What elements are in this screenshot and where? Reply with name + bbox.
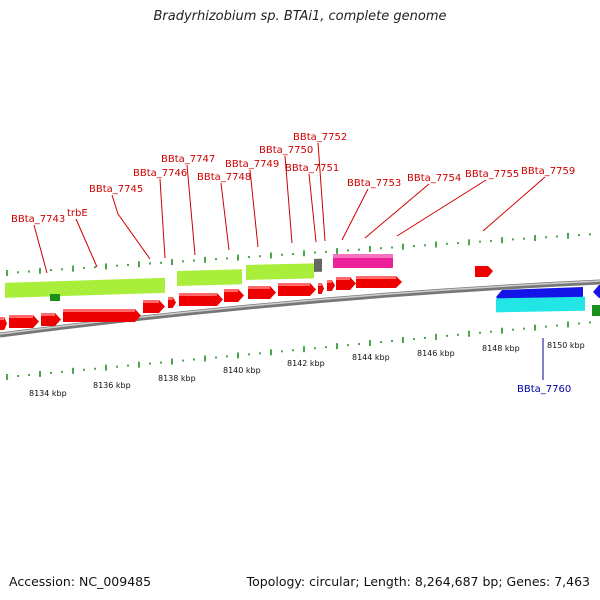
- cds-arrow-highlight: [63, 309, 135, 312]
- cds-arrow-highlight: [143, 300, 159, 303]
- gene-label[interactable]: BBta_7745: [89, 184, 143, 195]
- ruler-label: 8144 kbp: [352, 353, 390, 362]
- gene-label[interactable]: BBta_7753: [347, 178, 401, 189]
- genome-summary: Topology: circular; Length: 8,264,687 bp…: [246, 574, 590, 589]
- ruler-label: 8146 kbp: [417, 349, 455, 358]
- gene-label[interactable]: BBta_7752: [293, 132, 347, 143]
- cds-track-forward: [0, 276, 402, 330]
- ruler-label: 8136 kbp: [93, 381, 131, 390]
- cds-arrow-highlight: [248, 286, 270, 289]
- cds-arrow-highlight: [336, 277, 350, 280]
- gene-label[interactable]: BBta_7750: [259, 145, 313, 156]
- cds-arrow-highlight: [41, 313, 55, 316]
- cds-arrow-highlight: [168, 297, 173, 300]
- gene-bar-grey[interactable]: [314, 258, 322, 272]
- gene-bar-reverse[interactable]: [496, 296, 585, 313]
- cds-arrow[interactable]: [63, 309, 141, 322]
- gene-bar[interactable]: [177, 269, 242, 287]
- leader-line: [111, 194, 151, 260]
- gene-bar[interactable]: [246, 263, 314, 280]
- cds-arrow[interactable]: [224, 289, 244, 302]
- cds-arrow-highlight: [0, 317, 5, 320]
- cds-arrow-highlight: [327, 280, 332, 283]
- leader-line: [33, 224, 48, 274]
- gene-label[interactable]: BBta_7749: [225, 159, 279, 170]
- cds-arrow[interactable]: [41, 313, 61, 326]
- gene-bar[interactable]: [5, 277, 165, 298]
- cds-arrow-highlight: [356, 276, 396, 279]
- leader-line: [308, 173, 317, 243]
- gene-label[interactable]: BBta_7748: [197, 172, 251, 183]
- ruler-label: 8142 kbp: [287, 359, 325, 368]
- accession-text: Accession: NC_009485: [9, 574, 152, 589]
- position-ruler: 8134 kbp 8136 kbp 8138 kbp 8140 kbp 8142 kbp…: [29, 341, 585, 398]
- gene-label[interactable]: BBta_7751: [285, 163, 339, 174]
- leader-line: [284, 155, 293, 244]
- gene-bar-small[interactable]: [592, 305, 600, 316]
- ruler-label: 8134 kbp: [29, 389, 67, 398]
- gene-track-forward: [5, 258, 322, 301]
- cds-arrow[interactable]: [143, 300, 165, 313]
- ruler-label: 8148 kbp: [482, 344, 520, 353]
- genome-backbone: [0, 279, 600, 338]
- cds-arrow-highlight: [224, 289, 238, 292]
- leader-line: [482, 176, 546, 232]
- cds-arrow-highlight: [9, 315, 33, 318]
- leader-line: [75, 218, 98, 268]
- gene-label[interactable]: BBta_7760: [517, 384, 571, 395]
- gene-label[interactable]: BBta_7743: [11, 214, 65, 225]
- ruler-label: 8140 kbp: [223, 366, 261, 375]
- gene-label[interactable]: BBta_7759: [521, 166, 575, 177]
- leader-line: [249, 169, 259, 248]
- tick-ring-outer: [6, 232, 591, 276]
- cds-arrow[interactable]: [336, 277, 356, 290]
- cds-arrow-reverse[interactable]: [593, 285, 600, 298]
- gene-label[interactable]: BBta_7746: [133, 168, 187, 179]
- gene-bar-small[interactable]: [50, 294, 60, 301]
- gene-label[interactable]: BBta_7747: [161, 154, 215, 165]
- cds-arrow[interactable]: [0, 317, 7, 330]
- cds-arrow-highlight: [278, 283, 310, 286]
- cds-arrow[interactable]: [179, 293, 223, 306]
- leader-line: [341, 188, 369, 241]
- tick-ring-inner: [6, 321, 591, 380]
- ruler-label: 8150 kbp: [547, 341, 585, 350]
- leader-line: [159, 178, 166, 259]
- cds-arrow[interactable]: [278, 283, 316, 296]
- cds-arrow-highlight: [179, 293, 217, 296]
- cds-arrow[interactable]: [475, 266, 493, 277]
- gene-label-group-bottom: BBta_7760: [517, 338, 571, 395]
- leader-line: [396, 179, 487, 237]
- cds-arrow-highlight: [318, 283, 322, 286]
- genome-title: Bradyrhizobium sp. BTAi1, complete genom…: [153, 9, 447, 24]
- leader-line: [186, 164, 196, 256]
- cds-arrow[interactable]: [9, 315, 39, 328]
- ruler-label: 8138 kbp: [158, 374, 196, 383]
- gene-label[interactable]: BBta_7754: [407, 173, 461, 184]
- gene-label[interactable]: BBta_7755: [465, 169, 519, 180]
- leader-line: [317, 142, 326, 242]
- cds-arrow[interactable]: [248, 286, 276, 299]
- leader-line: [364, 183, 430, 239]
- leader-line: [220, 182, 230, 251]
- gene-label[interactable]: trbE: [67, 208, 88, 219]
